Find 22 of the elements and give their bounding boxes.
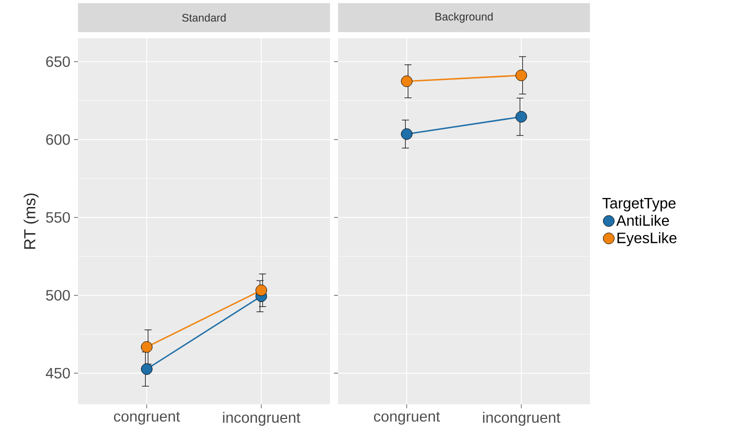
- x-tick-label: congruent: [374, 412, 440, 425]
- point: [516, 111, 528, 123]
- x-tick-label: congruent: [114, 412, 180, 425]
- point: [400, 76, 412, 88]
- y-tick-label: 600: [46, 134, 70, 145]
- chart-title: Background: [436, 12, 493, 23]
- y-tick-label: 650: [46, 56, 70, 67]
- point: [140, 341, 152, 353]
- x-tick-label: incongruent: [223, 412, 300, 426]
- y-tick-label: 550: [46, 212, 70, 223]
- point: [256, 284, 268, 296]
- point: [516, 70, 528, 82]
- point: [140, 363, 152, 375]
- legend-label: AntiLike: [616, 214, 669, 226]
- legend-title: TargetType: [602, 198, 676, 212]
- chart-title: Standard: [182, 14, 226, 22]
- legend-label: EyesLike: [617, 232, 676, 246]
- y-axis-title: RT (ms): [24, 194, 39, 249]
- x-tick-label: incongruent: [483, 412, 560, 426]
- y-tick-label: 500: [46, 290, 70, 301]
- y-tick-label: 450: [46, 368, 70, 378]
- point: [400, 128, 412, 140]
